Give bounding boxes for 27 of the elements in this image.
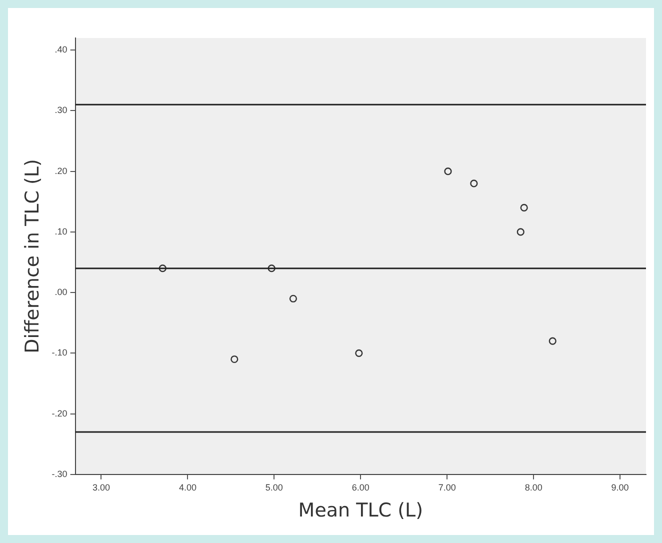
x-tick-label: 6.00 [352, 482, 370, 492]
point [230, 355, 238, 364]
y-tick-label: .40 [54, 44, 68, 55]
point [548, 337, 556, 345]
x-axis-title: Mean TLC (L) [298, 500, 424, 522]
x-tick-label: 4.00 [178, 482, 196, 492]
point [268, 264, 276, 272]
x-tick-label: 3.00 [92, 482, 110, 492]
point [470, 180, 478, 188]
y-tick-label: -.10 [52, 348, 68, 358]
y-axis-title: Difference in TLC (L) [21, 159, 44, 354]
point [444, 168, 452, 176]
y-tick-label: .20 [54, 166, 68, 176]
y-tick-label: -.30 [52, 468, 68, 479]
x-tick-label: 7.00 [438, 482, 456, 492]
y-tick-label: -.20 [52, 408, 68, 418]
y-tick-label: .00 [54, 287, 68, 298]
point [355, 349, 363, 357]
x-tick-label: 9.00 [611, 482, 629, 492]
point [516, 228, 524, 236]
point [158, 264, 166, 272]
y-tick-label: .10 [54, 226, 68, 236]
point [289, 294, 298, 302]
x-tick-label: 5.00 [265, 482, 283, 492]
y-tick-label: .30 [54, 105, 68, 116]
point [520, 204, 528, 212]
x-tick-label: 8.00 [524, 482, 542, 492]
